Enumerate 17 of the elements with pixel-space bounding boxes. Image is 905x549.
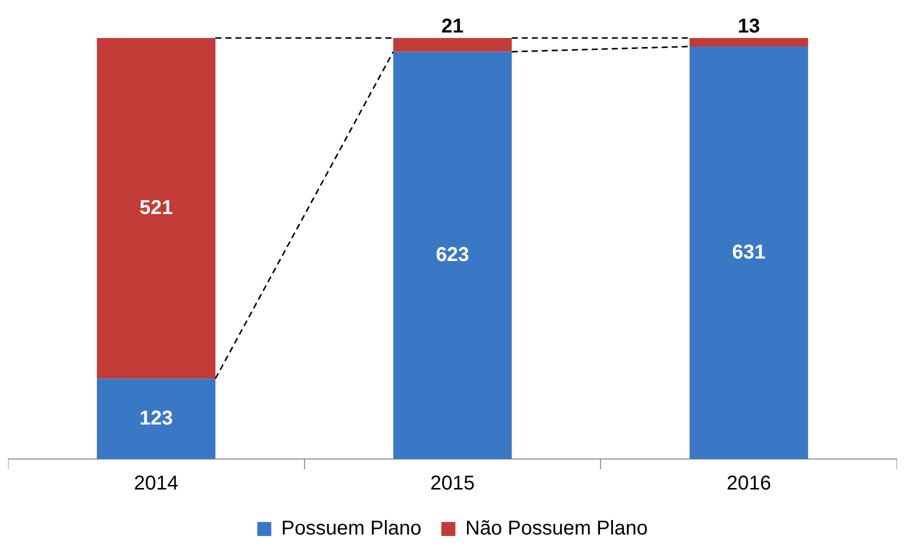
x-tick-label: 2016	[726, 472, 772, 495]
x-tick-label: 2014	[134, 472, 178, 495]
bar	[690, 46, 808, 459]
data-label: 123	[139, 407, 173, 430]
bar	[393, 52, 512, 459]
data-label: 631	[732, 241, 766, 264]
data-label: 13	[738, 16, 760, 38]
bar	[690, 38, 808, 46]
x-tick-label: 2015	[430, 472, 475, 495]
data-label: 521	[139, 196, 173, 219]
data-label: 623	[436, 244, 470, 266]
bar	[96, 378, 216, 459]
legend-label: Possuem Plano	[281, 518, 422, 540]
data-label: 21	[441, 16, 464, 38]
bar	[393, 38, 512, 52]
bar	[96, 38, 216, 379]
legend-label: Não Possuem Plano	[465, 518, 648, 540]
